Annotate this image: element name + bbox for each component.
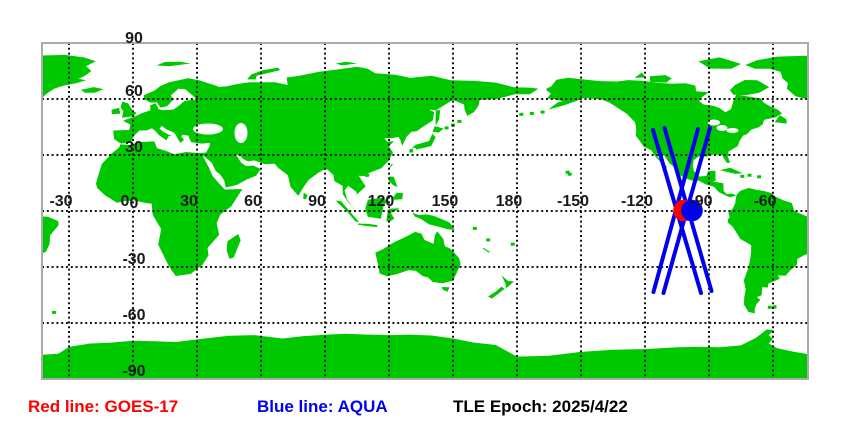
map-border xyxy=(41,42,809,380)
inland-sea xyxy=(193,123,223,135)
island-speck xyxy=(747,173,752,177)
landmass-greenland xyxy=(42,54,96,98)
inland-sea xyxy=(234,123,248,143)
landmass-svalbard xyxy=(156,61,191,67)
landmasses xyxy=(0,54,824,379)
landmass-tasmania xyxy=(441,287,450,292)
landmass-taiwan xyxy=(389,163,393,169)
landmass-banks_island xyxy=(634,72,647,78)
landmass-shikoku xyxy=(415,147,421,150)
island-speck xyxy=(519,112,524,116)
landmass-greenland xyxy=(745,55,808,100)
landmass-britain xyxy=(120,101,137,118)
landmass-novaya_zemlya xyxy=(247,67,281,80)
landmass-new_guinea xyxy=(412,212,455,230)
island-speck xyxy=(457,119,462,123)
island-speck xyxy=(567,172,572,176)
inland-sea xyxy=(708,119,720,126)
island-speck xyxy=(0,306,4,309)
island-speck xyxy=(5,305,9,308)
landmass-antarctica xyxy=(517,329,808,379)
island-speck xyxy=(820,311,824,314)
landmass-sakhalin xyxy=(435,110,441,126)
landmass-luzon xyxy=(388,176,398,188)
landmass-sri_lanka xyxy=(303,192,308,200)
landmass-new_caledonia xyxy=(482,248,490,253)
legend-tle-epoch: TLE Epoch: 2025/4/22 xyxy=(453,397,628,416)
legend-blue-line: Blue line: AQUA xyxy=(257,397,388,416)
island-speck xyxy=(52,310,57,314)
aqua-marker xyxy=(681,199,703,222)
landmass-cuba xyxy=(719,167,743,174)
grid-lines xyxy=(42,43,808,379)
map-clip-group xyxy=(0,43,824,379)
landmass-south_america xyxy=(727,187,808,314)
landmass-hainan xyxy=(364,173,370,177)
landmass-australia xyxy=(375,231,461,284)
island-speck xyxy=(772,305,777,309)
landmass-baffin xyxy=(0,80,1,95)
landmass-north_america xyxy=(0,78,14,198)
island-speck xyxy=(529,111,534,115)
landmass-honshu xyxy=(412,133,436,149)
landmass-africa xyxy=(95,141,243,276)
landmass-nz_south xyxy=(488,286,505,299)
landmass-baffin xyxy=(729,80,770,96)
island-speck xyxy=(740,174,745,178)
inland-sea xyxy=(726,128,739,133)
landmass-hokkaido xyxy=(432,126,444,133)
landmass-iceland xyxy=(80,87,104,93)
landmass-nz_north xyxy=(501,275,514,289)
landmass-newfoundland xyxy=(7,115,19,123)
island-speck xyxy=(540,110,545,114)
island-speck xyxy=(510,242,515,246)
landmass-victoria_island xyxy=(649,75,672,83)
landmass-north_america xyxy=(546,77,782,198)
landmass-borneo xyxy=(365,197,388,219)
landmass-sumatra xyxy=(336,200,360,222)
landmass-kyushu xyxy=(409,148,414,153)
island-speck xyxy=(444,126,449,130)
landmass-eurasia xyxy=(113,66,539,209)
island-speck xyxy=(472,226,477,230)
island-speck xyxy=(767,305,772,309)
landmass-newfoundland xyxy=(774,115,787,124)
landmass-java xyxy=(357,223,378,228)
landmass-ellesmere xyxy=(698,57,741,69)
island-speck xyxy=(486,238,491,242)
landmass-south_america xyxy=(42,216,59,254)
landmass-ireland xyxy=(111,107,121,115)
landmass-madagascar xyxy=(226,234,241,259)
island-speck xyxy=(757,175,762,179)
landmass-severnaya_zemlya xyxy=(335,61,357,66)
landmass-antarctica xyxy=(42,333,517,379)
legend-red-line: Red line: GOES-17 xyxy=(28,397,179,416)
landmass-mindanao xyxy=(393,192,404,200)
inland-sea xyxy=(716,125,728,131)
island-speck xyxy=(565,170,570,174)
